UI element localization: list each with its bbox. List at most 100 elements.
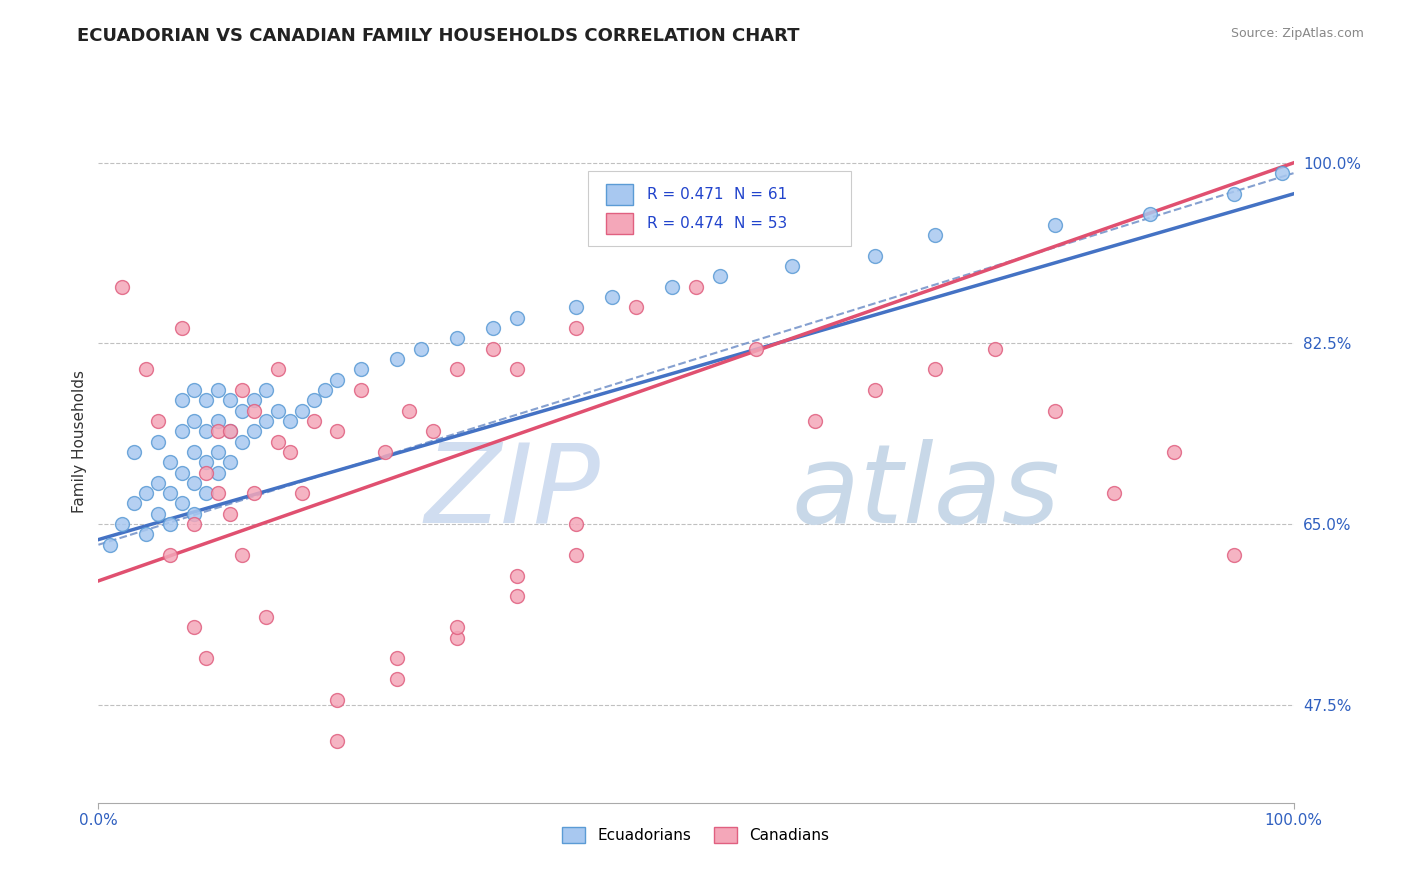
Text: R = 0.474: R = 0.474: [647, 216, 724, 231]
Point: [446, 331, 468, 345]
Point: [709, 269, 731, 284]
Point: [661, 279, 683, 293]
Point: [302, 414, 325, 428]
Point: [565, 321, 588, 335]
Point: [446, 362, 468, 376]
Point: [183, 383, 205, 397]
Point: [326, 424, 349, 438]
Point: [243, 486, 266, 500]
Point: [984, 342, 1007, 356]
Point: [254, 610, 277, 624]
Point: [1271, 166, 1294, 180]
Text: ZIP: ZIP: [425, 439, 600, 546]
Point: [172, 496, 194, 510]
Point: [1223, 186, 1246, 201]
Point: [231, 434, 253, 449]
Point: [446, 631, 468, 645]
Point: [172, 393, 194, 408]
Point: [1163, 445, 1185, 459]
Y-axis label: Family Households: Family Households: [72, 370, 87, 513]
Text: ECUADORIAN VS CANADIAN FAMILY HOUSEHOLDS CORRELATION CHART: ECUADORIAN VS CANADIAN FAMILY HOUSEHOLDS…: [77, 27, 800, 45]
Point: [1043, 218, 1066, 232]
Point: [385, 351, 409, 366]
Point: [219, 424, 242, 438]
Text: N = 61: N = 61: [734, 187, 787, 202]
Point: [385, 672, 409, 686]
Text: N = 53: N = 53: [734, 216, 787, 231]
Point: [626, 301, 648, 315]
Point: [159, 548, 181, 562]
Point: [98, 538, 122, 552]
Point: [124, 496, 146, 510]
Point: [411, 342, 433, 356]
Point: [135, 486, 157, 500]
Bar: [606, 184, 633, 205]
Point: [565, 548, 588, 562]
Point: [183, 517, 205, 532]
Point: [685, 279, 707, 293]
Point: [267, 434, 290, 449]
Point: [148, 507, 170, 521]
Point: [482, 342, 505, 356]
Point: [207, 414, 229, 428]
Point: [183, 507, 205, 521]
Point: [207, 383, 229, 397]
Point: [1223, 548, 1246, 562]
Point: [291, 486, 314, 500]
Point: [350, 383, 373, 397]
Point: [172, 321, 194, 335]
Point: [291, 403, 314, 417]
Point: [231, 403, 253, 417]
Point: [267, 362, 290, 376]
Point: [183, 414, 205, 428]
Point: [1139, 207, 1161, 221]
Point: [148, 434, 170, 449]
Point: [159, 486, 181, 500]
Point: [195, 486, 218, 500]
Point: [124, 445, 146, 459]
Point: [374, 445, 396, 459]
Point: [924, 228, 946, 243]
Point: [111, 279, 134, 293]
Text: Source: ZipAtlas.com: Source: ZipAtlas.com: [1230, 27, 1364, 40]
Point: [231, 383, 253, 397]
Point: [278, 414, 301, 428]
Point: [183, 475, 205, 490]
Point: [565, 301, 588, 315]
Point: [135, 527, 157, 541]
Point: [243, 403, 266, 417]
Text: R = 0.471: R = 0.471: [647, 187, 724, 202]
Point: [159, 455, 181, 469]
Point: [231, 548, 253, 562]
Point: [183, 620, 205, 634]
Point: [219, 455, 242, 469]
Point: [326, 734, 349, 748]
Point: [350, 362, 373, 376]
Point: [804, 414, 827, 428]
Point: [195, 651, 218, 665]
Point: [422, 424, 444, 438]
Point: [159, 517, 181, 532]
Point: [207, 486, 229, 500]
Point: [135, 362, 157, 376]
Point: [745, 342, 768, 356]
Point: [302, 393, 325, 408]
Point: [172, 424, 194, 438]
Point: [506, 568, 529, 582]
Point: [1104, 486, 1126, 500]
Point: [195, 424, 218, 438]
Point: [207, 466, 229, 480]
Point: [148, 414, 170, 428]
Point: [865, 383, 887, 397]
Point: [924, 362, 946, 376]
Point: [326, 692, 349, 706]
Point: [326, 373, 349, 387]
Point: [148, 475, 170, 490]
Bar: [606, 212, 633, 235]
Point: [183, 445, 205, 459]
Point: [207, 445, 229, 459]
Point: [278, 445, 301, 459]
Point: [219, 507, 242, 521]
FancyBboxPatch shape: [589, 170, 852, 246]
Point: [243, 393, 266, 408]
